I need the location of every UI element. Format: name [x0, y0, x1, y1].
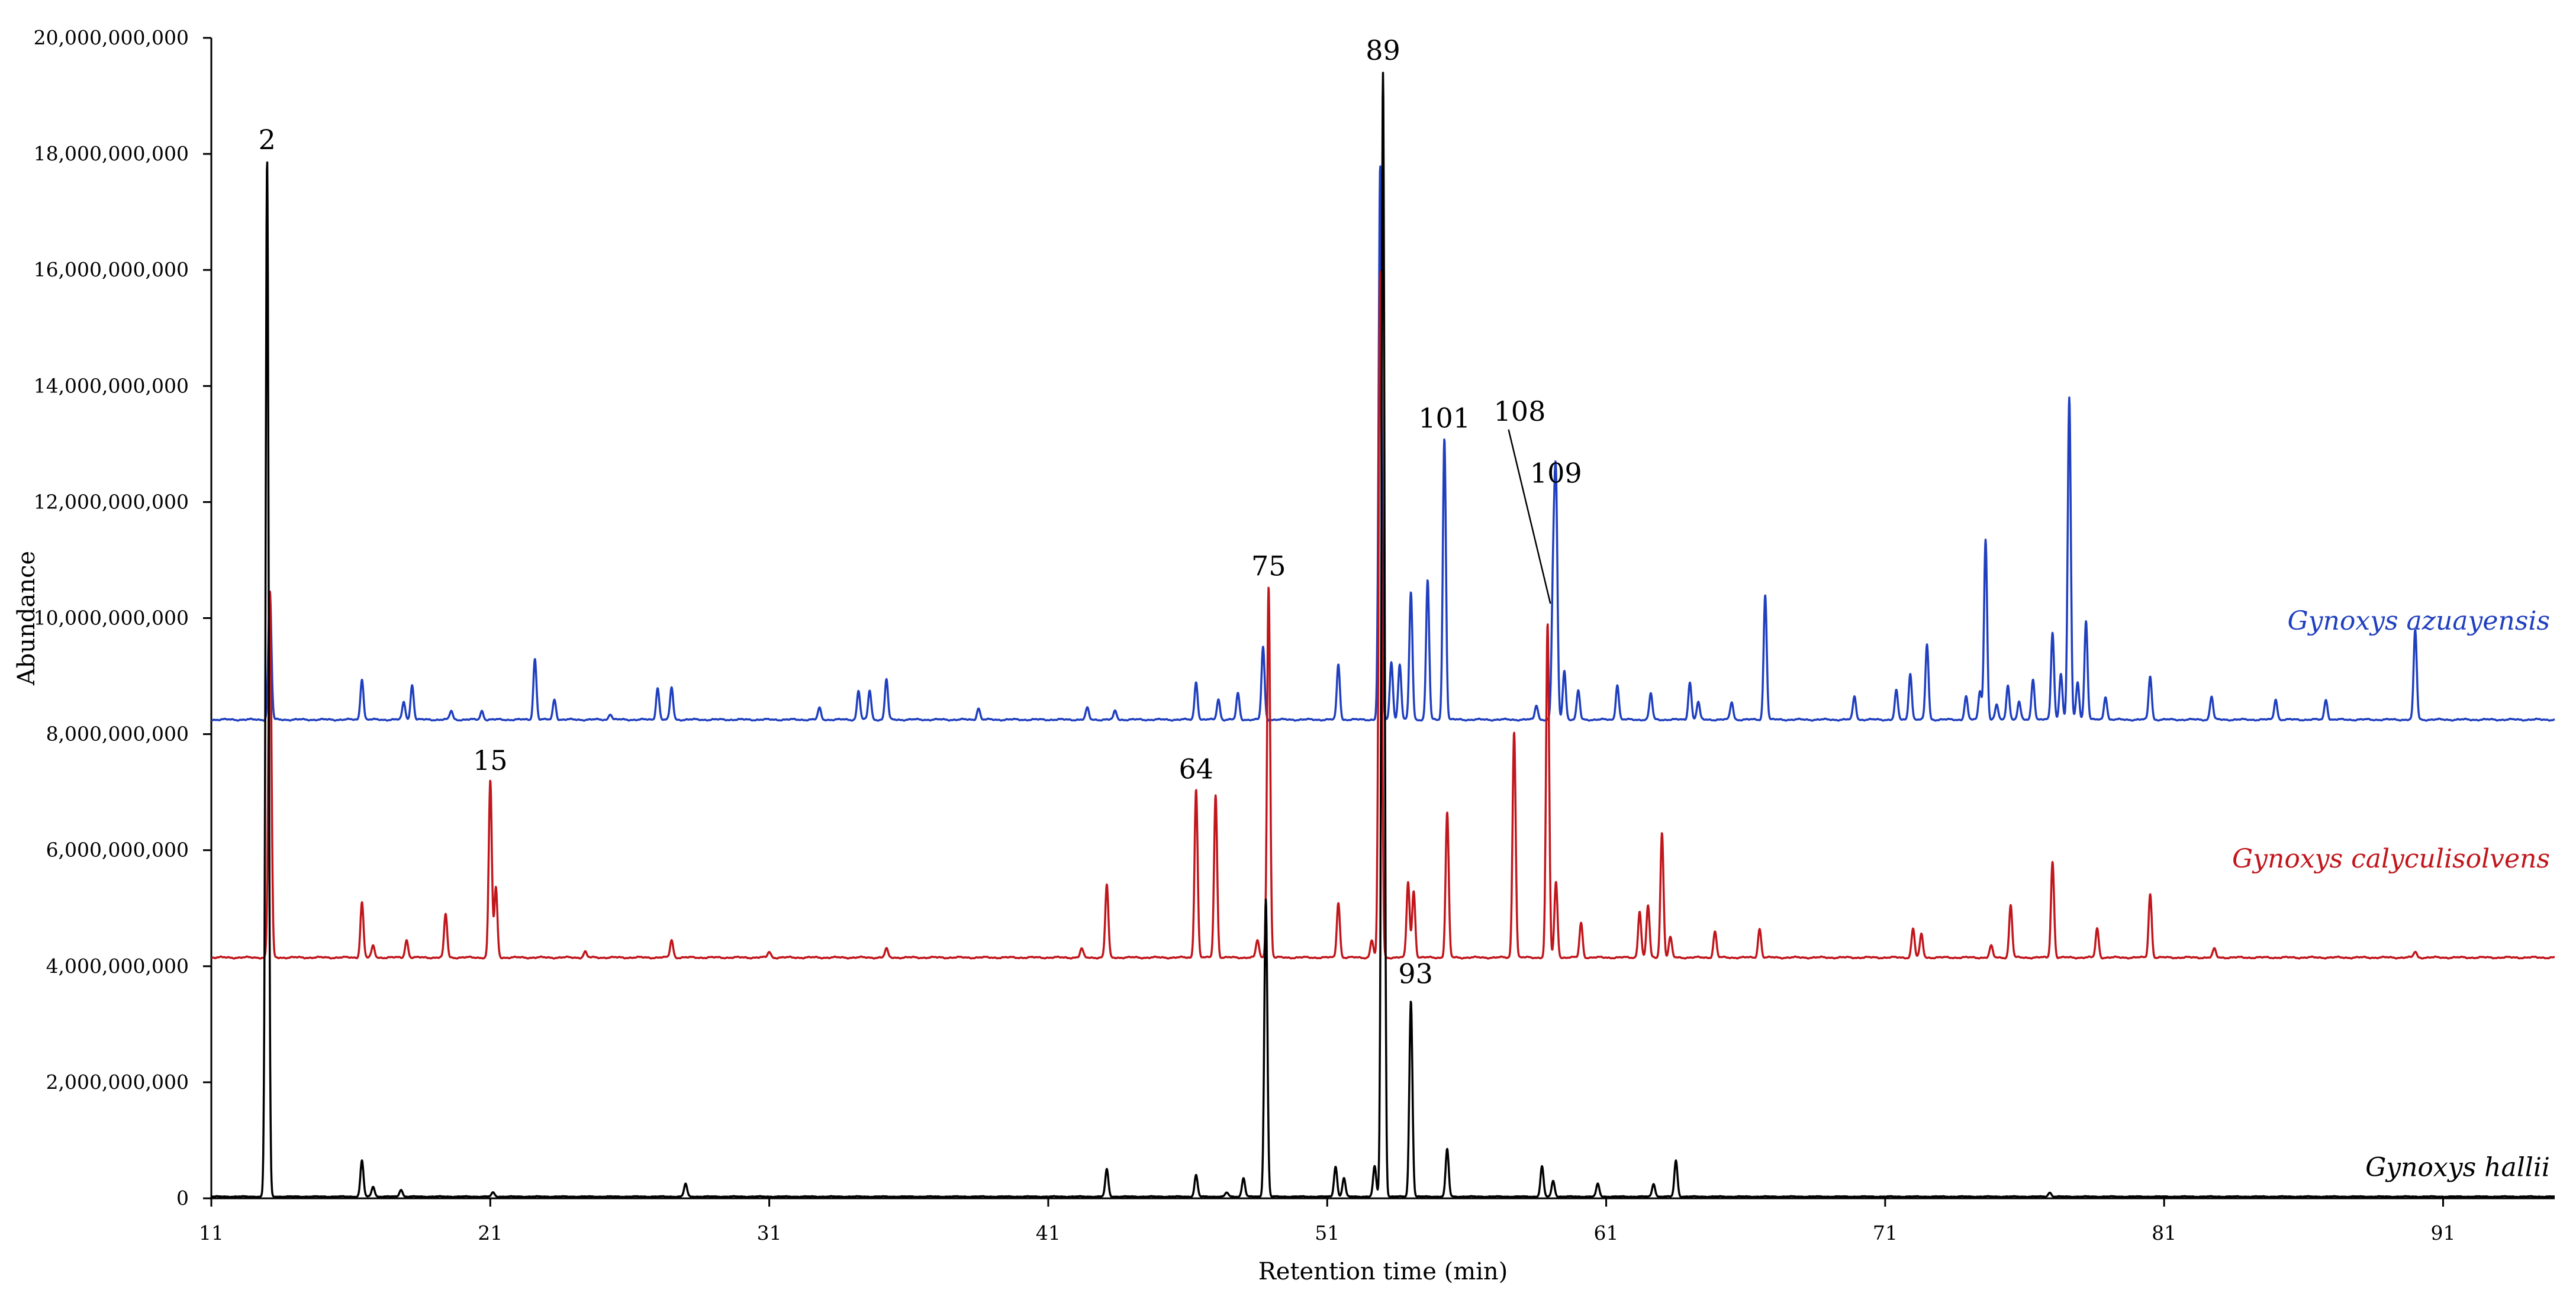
y-tick-label: 0: [176, 1186, 189, 1210]
x-tick-label: 51: [1315, 1221, 1339, 1244]
x-tick-label: 81: [2152, 1221, 2176, 1244]
series-label-2: Gynoxys calyculisolvens: [2232, 844, 2550, 874]
x-axis-title: Retention time (min): [1258, 1258, 1508, 1285]
peak-label: 93: [1398, 958, 1433, 990]
y-tick-label: 6,000,000,000: [46, 839, 189, 862]
peak-annotations: 2 15 64 75 89 93 101 108 109: [259, 34, 1582, 990]
series-lines: [210, 72, 2556, 1198]
peak-label: 101: [1418, 402, 1470, 434]
y-tick-label: 2,000,000,000: [46, 1070, 189, 1094]
peak-label: 89: [1366, 34, 1400, 66]
series-label-3: Gynoxys hallii: [2365, 1153, 2550, 1183]
y-tick-label: 8,000,000,000: [46, 723, 189, 746]
y-tick-label: 10,000,000,000: [34, 607, 189, 630]
peak-label: 15: [473, 744, 508, 776]
x-tick-label: 21: [478, 1221, 503, 1244]
x-tick-label: 31: [757, 1221, 782, 1244]
x-tick-label: 11: [199, 1221, 224, 1244]
peak-label: 75: [1251, 550, 1286, 582]
series-line-3: [210, 72, 2556, 1198]
series-line-2: [210, 270, 2556, 960]
x-tick-label: 91: [2430, 1221, 2455, 1244]
y-tick-label: 14,000,000,000: [34, 374, 189, 397]
annotation-leader-line: [1508, 429, 1551, 604]
y-tick-label: 18,000,000,000: [34, 142, 189, 165]
y-tick-label: 4,000,000,000: [46, 955, 189, 978]
peak-label: 108: [1494, 395, 1546, 427]
x-tick-label: 71: [1873, 1221, 1898, 1244]
series-labels: Gynoxys azuayensis Gynoxys calyculisolven…: [2232, 606, 2550, 1183]
y-tick-label: 12,000,000,000: [34, 490, 189, 513]
x-tick-label: 61: [1594, 1221, 1619, 1244]
x-tick-label: 41: [1036, 1221, 1061, 1244]
y-axis-title: Abundance: [13, 551, 40, 686]
peak-label: 109: [1530, 457, 1582, 489]
y-tick-label: 16,000,000,000: [34, 258, 189, 281]
series-label-1: Gynoxys azuayensis: [2287, 606, 2550, 636]
peak-label: 64: [1178, 753, 1213, 785]
tick-labels: 0 2,000,000,000 4,000,000,000 6,000,000,000…: [34, 26, 2456, 1244]
peak-label: 2: [259, 124, 276, 156]
y-tick-label: 20,000,000,000: [34, 26, 189, 49]
